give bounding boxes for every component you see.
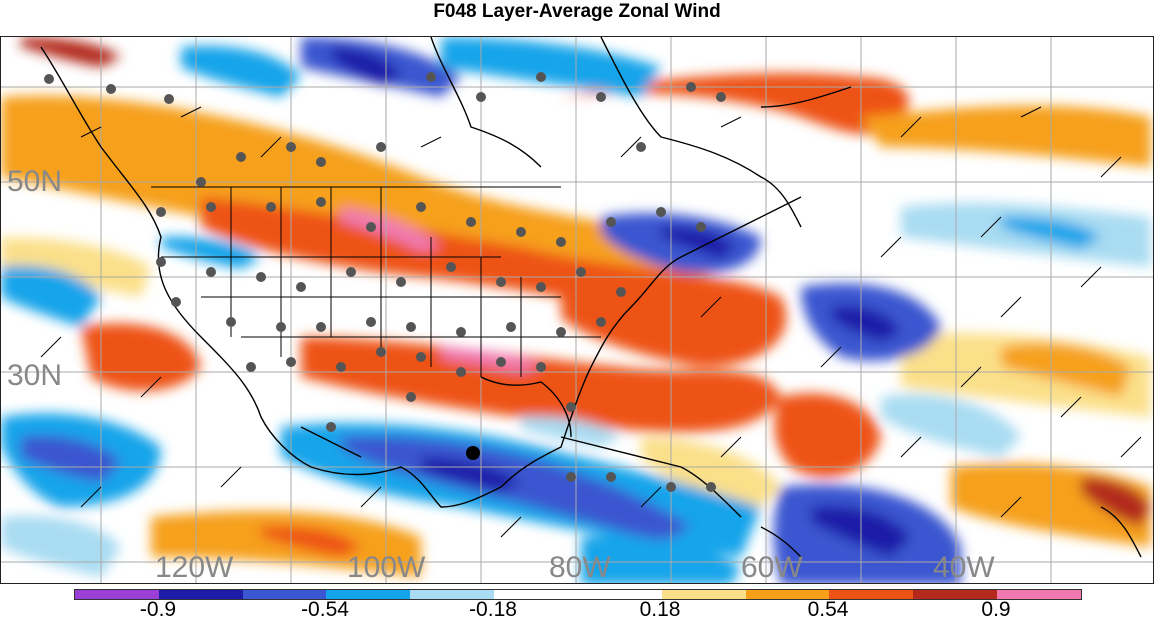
- legend-swatch-11: [997, 590, 1081, 599]
- lon-label-100w: 100W: [347, 551, 426, 584]
- legend-swatch-5: [494, 590, 578, 599]
- coastlines: [40, 37, 1142, 558]
- station-markers: [44, 72, 726, 492]
- lat-label-50n: 50N: [7, 165, 63, 198]
- legend-swatch-6: [577, 590, 662, 599]
- highlight-station: [466, 446, 480, 460]
- legend-swatch-1: [158, 590, 243, 599]
- legend-label: -0.18: [469, 598, 517, 621]
- wind-barbs: [40, 106, 1142, 538]
- map-panel: 50N 30N 120W 100W 80W 60W 40W: [0, 36, 1154, 584]
- lon-label-60w: 60W: [741, 551, 803, 584]
- legend-label: -0.54: [301, 598, 349, 621]
- legend-swatch-8: [745, 590, 830, 599]
- legend-label: 0.18: [639, 598, 681, 621]
- lon-label-120w: 120W: [155, 551, 234, 584]
- legend-label: 0.54: [807, 598, 849, 621]
- lon-label-40w: 40W: [933, 551, 995, 584]
- legend-swatch-4: [410, 590, 495, 599]
- graticule: [1, 37, 1153, 583]
- color-legend-labels: -0.9 -0.54 -0.18 0.18 0.54 0.9: [0, 598, 1154, 622]
- legend-swatch-3: [326, 590, 411, 599]
- legend-swatch-7: [661, 590, 746, 599]
- legend-swatch-9: [829, 590, 914, 599]
- legend-label: -0.9: [139, 598, 177, 621]
- wind-field-map: [1, 37, 1153, 583]
- legend-label: 0.9: [981, 598, 1011, 621]
- lat-label-30n: 30N: [7, 359, 63, 392]
- lon-label-80w: 80W: [549, 551, 611, 584]
- legend-swatch-2: [242, 590, 327, 599]
- state-borders: [151, 186, 601, 377]
- legend-swatch-10: [913, 590, 998, 599]
- color-legend-bar: [74, 589, 1082, 600]
- map-title: F048 Layer-Average Zonal Wind: [433, 1, 721, 22]
- legend-swatch-0: [75, 590, 159, 599]
- wind-shading: [1, 37, 1151, 583]
